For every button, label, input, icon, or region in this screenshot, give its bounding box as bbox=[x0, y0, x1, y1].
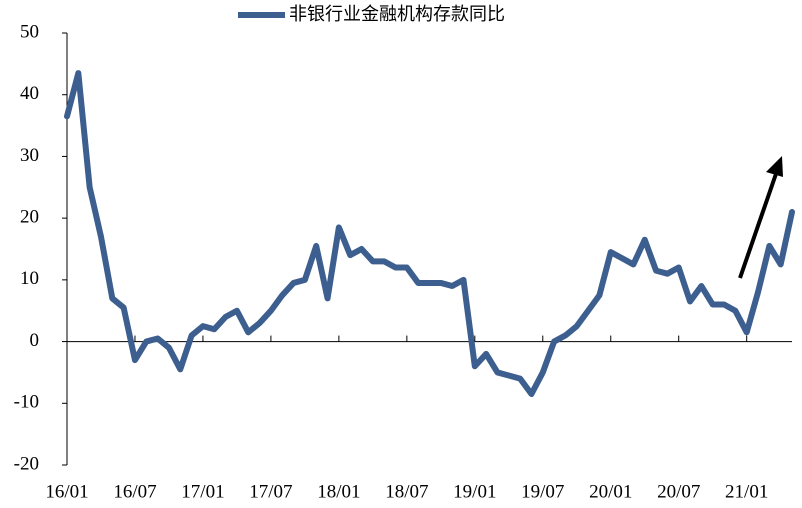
x-tick-label: 18/01 bbox=[317, 481, 360, 502]
x-tick-label: 16/01 bbox=[45, 481, 88, 502]
y-tick-label: -10 bbox=[14, 392, 39, 413]
x-tick-label: 20/01 bbox=[589, 481, 632, 502]
y-tick-label: 20 bbox=[20, 207, 39, 228]
y-tick-label: 40 bbox=[20, 83, 39, 104]
y-tick-label: 0 bbox=[30, 330, 40, 351]
y-tick-label: 10 bbox=[20, 268, 39, 289]
arrow-head bbox=[766, 156, 783, 177]
y-tick-label: 30 bbox=[20, 145, 39, 166]
legend-label: 非银行业金融机构存款同比 bbox=[289, 4, 505, 25]
x-tick-label: 17/07 bbox=[249, 481, 292, 502]
x-tick-label: 20/07 bbox=[657, 481, 700, 502]
x-tick-label: 17/01 bbox=[181, 481, 224, 502]
y-tick-label: -20 bbox=[14, 453, 39, 474]
data-line bbox=[64, 70, 795, 398]
x-tick-label: 21/01 bbox=[725, 481, 768, 502]
x-tick-label: 16/07 bbox=[113, 481, 156, 502]
y-tick-label: 50 bbox=[20, 21, 39, 42]
x-tick-label: 19/01 bbox=[453, 481, 496, 502]
x-tick-label: 19/07 bbox=[521, 481, 564, 502]
annotation-arrow bbox=[738, 167, 780, 279]
x-tick-label: 18/07 bbox=[385, 481, 428, 502]
